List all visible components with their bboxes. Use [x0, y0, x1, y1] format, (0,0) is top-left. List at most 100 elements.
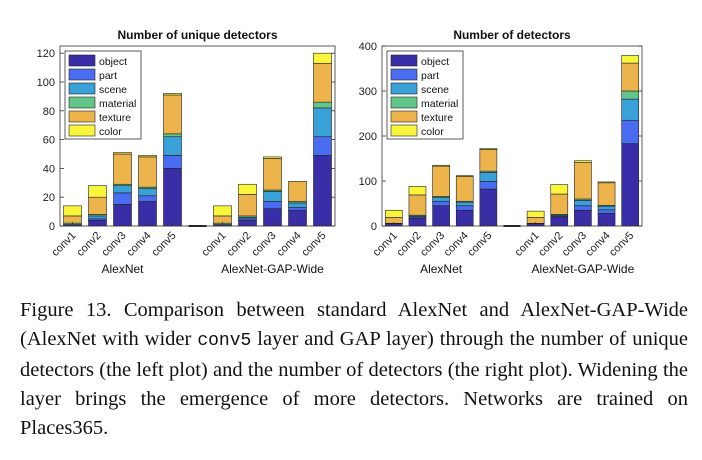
y-tick-label: 20: [43, 192, 55, 204]
bar-segment-scene: [455, 201, 474, 207]
group-label: AlexNet-GAP-Wide: [532, 262, 635, 276]
legend-swatch-object: [390, 54, 418, 67]
bar-segment-scene: [288, 202, 307, 208]
bar-segment-object: [621, 143, 639, 227]
figure-caption: Figure 13. Comparison between standard A…: [20, 296, 688, 443]
bar-segment-texture: [113, 153, 132, 185]
legend-swatch-color: [390, 124, 418, 137]
bar-segment-color: [113, 152, 132, 155]
legend: object part scene material texture color: [386, 50, 464, 140]
bar-segment-scene: [574, 200, 592, 207]
legend: object part scene material texture color: [64, 50, 142, 140]
bar-segment-texture: [138, 156, 157, 188]
y-tick-label: 0: [371, 221, 377, 233]
bar-segment-texture: [288, 181, 307, 202]
legend-label: color: [99, 126, 122, 138]
x-tick-label: conv2: [74, 230, 103, 259]
bar-segment-object: [313, 155, 332, 227]
bar-segment-color: [479, 148, 498, 150]
bar-segment-part: [621, 119, 639, 144]
bar-segment-color: [455, 175, 474, 177]
axes-frame: [381, 45, 643, 227]
x-tick-label: conv5: [607, 230, 636, 259]
y-tick-label: 80: [43, 106, 55, 118]
legend-swatch-part: [68, 68, 96, 81]
legend-label: texture: [421, 112, 453, 124]
x-tick-label: conv4: [124, 230, 153, 259]
bar-segment-color: [621, 55, 639, 64]
bar-segment-part: [432, 200, 450, 207]
y-tick-label: 200: [359, 131, 377, 143]
group-label: AlexNet: [101, 262, 144, 276]
legend-swatch-material: [390, 96, 418, 109]
y-tick-label: 60: [43, 135, 55, 147]
y-tick-label: 100: [359, 176, 377, 188]
legend-swatch-material: [68, 96, 96, 109]
bar-segment-material: [621, 90, 639, 100]
legend-label: object: [421, 56, 449, 68]
bar-segment-part: [574, 205, 592, 211]
x-tick-label: conv5: [149, 230, 178, 259]
bar-segment-color: [597, 181, 616, 184]
x-tick-label: conv2: [536, 230, 565, 259]
bar-segment-color: [432, 164, 450, 167]
bar-segment-object: [479, 188, 498, 227]
bar-segment-texture: [574, 162, 592, 200]
bar-segment-scene: [597, 205, 616, 211]
bar-segment-scene: [138, 188, 157, 197]
bar-segment-part: [113, 192, 132, 205]
x-tick-label: conv1: [513, 230, 542, 259]
caption-text-2: layer and GAP layer) through the number …: [20, 328, 688, 439]
bar-segment-texture: [88, 196, 107, 215]
bar-segment-texture: [550, 193, 569, 215]
legend-swatch-part: [390, 68, 418, 81]
x-tick-label: conv2: [394, 230, 423, 259]
bar-segment-part: [263, 201, 282, 210]
x-tick-label: conv3: [560, 230, 589, 259]
x-tick-label: conv3: [99, 230, 128, 259]
chart-title: Number of unique detectors: [117, 28, 277, 42]
x-tick-label: conv2: [224, 230, 253, 259]
x-tick-label: conv5: [299, 230, 328, 259]
x-tick-label: conv3: [249, 230, 278, 259]
bar-segment-part: [597, 209, 616, 214]
x-tick-label: conv1: [199, 230, 228, 259]
bar-segment-part: [313, 136, 332, 156]
bar-segment-scene: [313, 107, 332, 138]
chart-panel-1: Number of unique detectors 0 20 40 60 80 100 12…: [37, 28, 336, 276]
legend-label: object: [99, 56, 127, 68]
y-tick-label: 120: [37, 48, 55, 60]
caption-code: conv5: [197, 331, 252, 351]
bar-segment-material: [163, 133, 182, 138]
x-tick-label: conv4: [583, 230, 612, 259]
bar-segment-scene: [88, 215, 107, 220]
legend-label: texture: [99, 112, 131, 124]
bar-segment-color: [138, 155, 157, 158]
bar-segment-scene: [163, 136, 182, 156]
bar-segment-color: [526, 210, 545, 218]
bar-segment-part: [455, 205, 474, 211]
legend-label: scene: [99, 84, 127, 96]
bar-segment-color: [263, 156, 282, 159]
group-label: AlexNet-GAP-Wide: [221, 262, 324, 276]
legend-swatch-object: [68, 54, 96, 67]
bar-segment-texture: [455, 176, 474, 202]
caption-text-1: Figure 13. Comparison between standard A…: [20, 299, 688, 350]
legend-swatch-color: [68, 124, 96, 137]
bar-segment-color: [88, 185, 107, 198]
charts-figure: Number of unique detectors 0 20 40 60 80 100 12…: [37, 28, 643, 276]
bar-segment-texture: [408, 194, 427, 216]
bar-segment-color: [574, 160, 592, 163]
legend-label: material: [99, 98, 136, 110]
x-tick-label: conv5: [465, 230, 494, 259]
group-label: AlexNet: [420, 262, 463, 276]
bar-segment-scene: [113, 185, 132, 194]
chart-title: Number of detectors: [453, 28, 571, 42]
bar-segment-texture: [263, 158, 282, 191]
legend-swatch-scene: [390, 82, 418, 95]
bar-segment-scene: [432, 197, 450, 202]
bar-segment-texture: [313, 62, 332, 103]
bar-segment-color: [238, 183, 257, 195]
bar-segment-scene: [263, 191, 282, 202]
bar-segment-part: [288, 206, 307, 211]
